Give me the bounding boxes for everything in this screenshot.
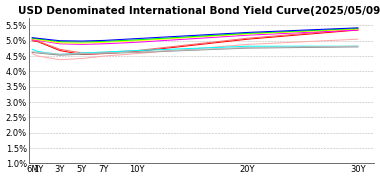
Title: USD Denominated International Bond Yield Curve(2025/05/09): USD Denominated International Bond Yield… (18, 6, 380, 15)
